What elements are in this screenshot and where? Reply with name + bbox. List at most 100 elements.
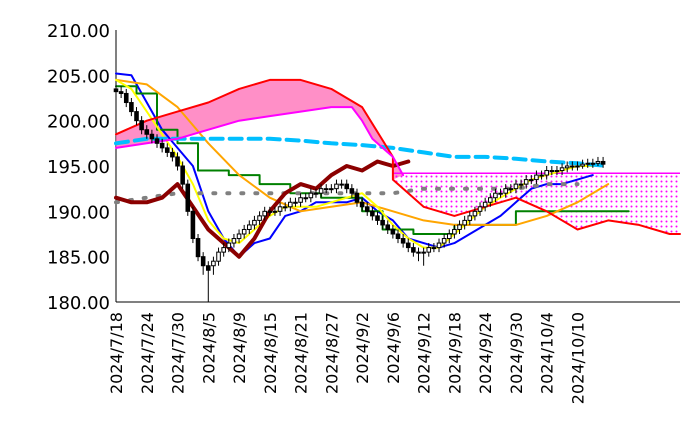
series-line <box>114 136 611 168</box>
candle <box>518 179 524 189</box>
candle-body <box>221 247 226 253</box>
candle-body <box>149 133 155 140</box>
candle-body <box>354 192 360 203</box>
candle-body <box>503 188 508 194</box>
candle <box>190 206 196 244</box>
candle <box>585 158 591 168</box>
candle <box>298 193 303 207</box>
candle-body <box>467 215 473 221</box>
x-tick-label: 2024/9/12 <box>415 312 434 394</box>
candle-body <box>267 210 273 213</box>
candle <box>277 202 283 216</box>
candle-body <box>154 138 160 144</box>
candle-body <box>257 215 262 221</box>
candle-body <box>323 188 329 191</box>
x-tick-label: 2024/8/21 <box>292 312 311 394</box>
candle <box>282 202 288 212</box>
candle <box>267 206 273 216</box>
candle-body <box>600 160 606 165</box>
candle <box>334 179 339 194</box>
candle <box>364 202 370 216</box>
candle-body <box>129 102 134 113</box>
candle <box>575 161 580 171</box>
x-tick-label: 2024/8/15 <box>261 312 280 394</box>
y-tick-label: 210.00 <box>47 21 110 42</box>
candle <box>149 129 155 144</box>
candle <box>308 188 314 203</box>
candle-body <box>580 163 585 167</box>
candle <box>564 161 570 173</box>
candle-body <box>159 142 165 149</box>
x-tick-label: 2024/8/9 <box>230 312 249 384</box>
series-line <box>114 159 411 259</box>
candle-body <box>216 251 221 262</box>
candle-body <box>390 228 396 235</box>
candle-body <box>262 210 267 217</box>
cloud-fill <box>116 79 404 180</box>
candle <box>257 211 262 225</box>
candle-body <box>195 238 201 258</box>
candle <box>144 125 150 139</box>
candle <box>231 234 237 248</box>
candle-body <box>411 247 416 253</box>
candle-body <box>200 256 206 267</box>
candle-body <box>529 179 534 182</box>
candle <box>446 229 452 244</box>
candle-body <box>277 206 283 212</box>
candle <box>262 206 267 221</box>
y-tick-label: 185.00 <box>47 248 110 269</box>
y-tick-label: 180.00 <box>47 293 110 314</box>
candle <box>236 229 242 244</box>
candle-body <box>293 201 298 204</box>
candle-body <box>441 238 447 244</box>
candle <box>431 243 437 253</box>
candle <box>159 138 165 153</box>
candle <box>385 220 391 234</box>
candle <box>349 184 355 198</box>
candle <box>359 197 365 212</box>
candle <box>529 175 534 185</box>
candle-body <box>436 242 442 249</box>
candle-body <box>452 228 457 235</box>
candle-body <box>170 151 175 158</box>
candle-body <box>313 192 319 195</box>
candle-body <box>134 111 139 122</box>
candle <box>339 179 344 189</box>
candle <box>554 166 560 176</box>
candle-body <box>477 206 483 212</box>
candle-body <box>426 247 432 253</box>
candle <box>272 206 278 216</box>
candle <box>370 206 375 221</box>
x-tick-label: 2024/8/5 <box>199 312 218 384</box>
candle-body <box>400 238 406 244</box>
candle-body <box>544 170 549 176</box>
candle-body <box>570 165 575 168</box>
candle-body <box>508 188 514 191</box>
x-tick-label: 2024/9/2 <box>353 312 372 384</box>
series-line <box>115 78 594 249</box>
candle-body <box>446 233 452 240</box>
candle <box>375 211 380 225</box>
candle-body <box>298 197 303 203</box>
candle <box>129 98 134 117</box>
y-tick-labels: 180.00 185.00 190.00 195.00 200.00 205.00 210.… <box>47 21 110 314</box>
candle-body <box>303 197 309 200</box>
candle-body <box>118 91 124 94</box>
candle-body <box>405 242 411 249</box>
x-tick-label: 2024/8/27 <box>322 312 341 394</box>
candle-body <box>416 251 421 254</box>
candle-body <box>462 219 467 226</box>
candle <box>170 147 175 162</box>
candle-body <box>585 162 591 165</box>
candle-body <box>385 224 391 230</box>
candle <box>513 179 519 194</box>
candle-body <box>590 162 596 165</box>
candle-body <box>472 210 478 217</box>
candle-body <box>318 188 324 194</box>
candle <box>436 238 442 253</box>
candle-body <box>457 224 462 230</box>
candle-body <box>595 160 601 164</box>
candle <box>482 197 488 212</box>
candle <box>226 238 232 253</box>
candle <box>380 215 385 230</box>
